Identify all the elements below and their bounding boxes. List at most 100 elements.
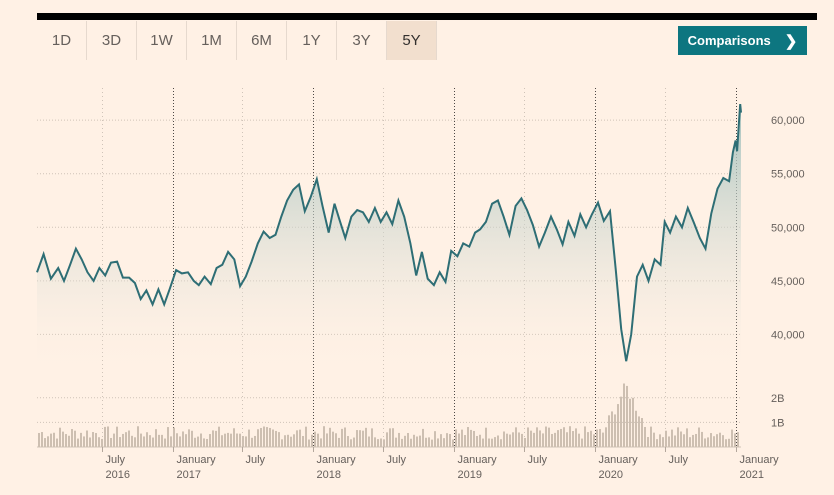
volume-bar <box>50 433 52 447</box>
volume-bar <box>713 436 715 447</box>
time-range-selector: 1D 3D 1W 1M 6M 1Y 3Y 5Y <box>37 21 437 60</box>
volume-bar <box>320 438 322 447</box>
volume-bar <box>119 437 121 447</box>
range-5y-button[interactable]: 5Y <box>387 21 437 60</box>
volume-bar <box>209 434 211 447</box>
volume-bar <box>68 435 70 447</box>
volume-bar <box>470 429 472 447</box>
range-6m-button[interactable]: 6M <box>237 21 287 60</box>
volume-bar <box>737 432 739 447</box>
volume-bar <box>449 434 451 447</box>
volume-tick-label: 2B <box>771 393 784 405</box>
volume-bar <box>260 427 262 447</box>
volume-bar <box>275 430 277 447</box>
range-3y-button[interactable]: 3Y <box>337 21 387 60</box>
volume-bar <box>362 430 364 447</box>
volume-bar <box>488 438 490 447</box>
volume-bar <box>338 437 340 447</box>
volume-bar <box>122 433 124 447</box>
volume-bar <box>347 436 349 447</box>
volume-bar <box>437 438 439 447</box>
volume-bar <box>557 430 559 447</box>
volume-bar <box>485 427 487 447</box>
volume-bar <box>167 427 169 447</box>
volume-bar <box>587 432 589 447</box>
range-1d-button[interactable]: 1D <box>37 21 87 60</box>
volume-bar <box>566 432 568 447</box>
volume-bar <box>254 435 256 447</box>
volume-bar <box>671 429 673 447</box>
volume-bar <box>332 431 334 447</box>
volume-bar <box>317 433 319 447</box>
volume-bar <box>161 434 163 447</box>
volume-bar <box>677 427 679 447</box>
x-tick-label: January <box>740 454 780 466</box>
volume-bar <box>548 427 550 447</box>
volume-bar <box>281 439 283 447</box>
volume-bar <box>92 432 94 447</box>
volume-bar <box>539 430 541 447</box>
volume-bar <box>287 434 289 447</box>
volume-bar <box>701 431 703 447</box>
volume-bar <box>719 432 721 447</box>
volume-bar <box>53 432 55 447</box>
volume-bar <box>563 427 565 447</box>
y-tick-label: 60,000 <box>771 115 805 127</box>
volume-bar <box>647 437 649 447</box>
volume-bar <box>311 434 313 447</box>
x-tick-label: July <box>246 454 266 466</box>
volume-bar <box>605 427 607 447</box>
volume-bar <box>656 439 658 447</box>
volume-bar <box>476 435 478 447</box>
volume-bar <box>104 426 106 447</box>
volume-bar <box>359 430 361 447</box>
volume-bar <box>356 430 358 447</box>
volume-bar <box>353 437 355 447</box>
volume-bar <box>251 437 253 447</box>
volume-bar <box>380 438 382 447</box>
comparisons-button[interactable]: Comparisons ❯ <box>678 26 807 55</box>
volume-bar <box>632 397 634 447</box>
volume-bar <box>689 437 691 447</box>
volume-bar <box>224 433 226 447</box>
range-1w-button[interactable]: 1W <box>137 21 187 60</box>
volume-bar <box>716 434 718 447</box>
x-tick-label: January <box>317 454 357 466</box>
volume-bar <box>248 429 250 447</box>
volume-bar <box>404 435 406 447</box>
volume-bar <box>374 437 376 447</box>
range-3d-button[interactable]: 3D <box>87 21 137 60</box>
volume-bar <box>230 433 232 447</box>
volume-bar <box>38 432 40 447</box>
volume-bar <box>446 433 448 447</box>
volume-bar <box>293 434 295 447</box>
volume-bar <box>662 437 664 447</box>
volume-tick-label: 1B <box>771 417 784 429</box>
volume-bar <box>674 435 676 447</box>
volume-bar <box>392 428 394 447</box>
volume-bar <box>425 437 427 447</box>
volume-bar <box>452 439 454 447</box>
volume-bar <box>116 426 118 447</box>
volume-bar <box>290 436 292 447</box>
range-1y-button[interactable]: 1Y <box>287 21 337 60</box>
volume-bar <box>389 428 391 447</box>
volume-bar <box>188 429 190 447</box>
range-1m-button[interactable]: 1M <box>187 21 237 60</box>
volume-bar <box>263 426 265 447</box>
x-tick-label: January <box>177 454 217 466</box>
x-tick-year-label: 2018 <box>317 469 341 481</box>
volume-bar <box>533 432 535 447</box>
volume-bar <box>509 434 511 447</box>
volume-bar <box>434 431 436 447</box>
volume-bar <box>344 427 346 447</box>
volume-bar <box>365 427 367 447</box>
price-line <box>36 104 742 362</box>
volume-bar <box>131 435 133 447</box>
y-tick-label: 45,000 <box>771 276 805 288</box>
x-tick-year-label: 2020 <box>599 469 623 481</box>
volume-bar <box>599 429 601 447</box>
volume-bar <box>242 436 244 447</box>
volume-bar <box>458 433 460 447</box>
